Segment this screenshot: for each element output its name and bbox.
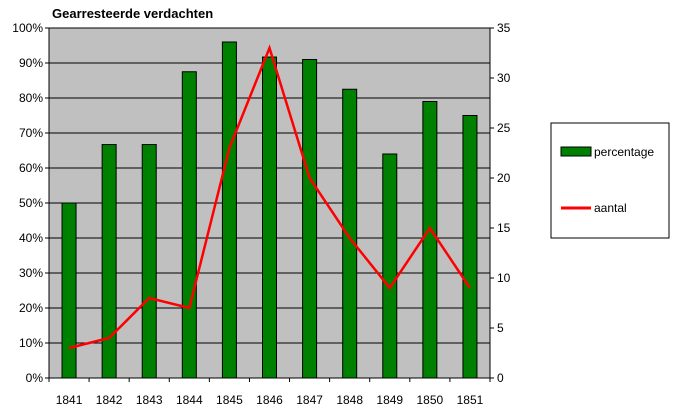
y-left-tick-label: 70% [19,126,43,140]
y-right-tick-label: 10 [497,271,511,285]
bar-percentage-1847 [302,59,318,379]
chart-title: Gearresteerde verdachten [52,6,213,21]
bar-percentage-1851 [462,115,478,379]
bar-percentage-1850 [422,101,438,379]
y-left-tick-label: 100% [12,21,43,35]
y-left-tick-label: 50% [19,196,43,210]
y-right-tick-label: 25 [497,121,511,135]
bar-percentage-1842 [101,144,117,379]
legend-box [550,122,670,239]
x-tick-label: 1844 [176,393,203,407]
bar-series-percentage [61,41,478,379]
legend-label-aantal: aantal [594,201,627,215]
y-left-tick-label: 10% [19,336,43,350]
bar-percentage-1843 [141,144,157,379]
x-tick-label: 1843 [136,393,163,407]
y-left-tick-label: 60% [19,161,43,175]
y-left-tick-label: 0% [26,371,44,385]
y-left-tick-label: 80% [19,91,43,105]
x-tick-label: 1846 [256,393,283,407]
x-tick-label: 1841 [56,393,83,407]
y-left-tick-label: 20% [19,301,43,315]
y-right-tick-label: 15 [497,221,511,235]
axes: 0% 10% 20% 30% 40% 50% 60% 70% 80% 90% 100% 0 5 10 15 2… [12,21,510,407]
y-right-tick-label: 20 [497,171,511,185]
x-tick-label: 1847 [296,393,323,407]
legend-swatch-percentage [560,146,592,157]
legend-label-percentage: percentage [594,145,654,159]
x-tick-label: 1850 [417,393,444,407]
x-tick-label: 1851 [457,393,484,407]
x-tick-label: 1848 [336,393,363,407]
x-tick-label: 1849 [376,393,403,407]
y-right-tick-label: 5 [497,321,504,335]
x-tick-label: 1842 [96,393,123,407]
x-tick-label: 1845 [216,393,243,407]
bar-percentage-1849 [382,153,398,379]
y-left-tick-label: 30% [19,266,43,280]
y-right-tick-label: 35 [497,21,511,35]
line-series-aantal [68,44,471,350]
bar-percentage-1841 [61,202,77,379]
y-right-tick-label: 30 [497,71,511,85]
y-left-tick-label: 90% [19,56,43,70]
bar-percentage-1845 [221,41,237,379]
y-left-tick-label: 40% [19,231,43,245]
legend: percentage aantal [550,122,670,239]
bar-percentage-1848 [342,88,358,379]
bar-percentage-1844 [181,71,197,379]
y-right-tick-label: 0 [497,371,504,385]
bar-percentage-1846 [262,56,277,379]
